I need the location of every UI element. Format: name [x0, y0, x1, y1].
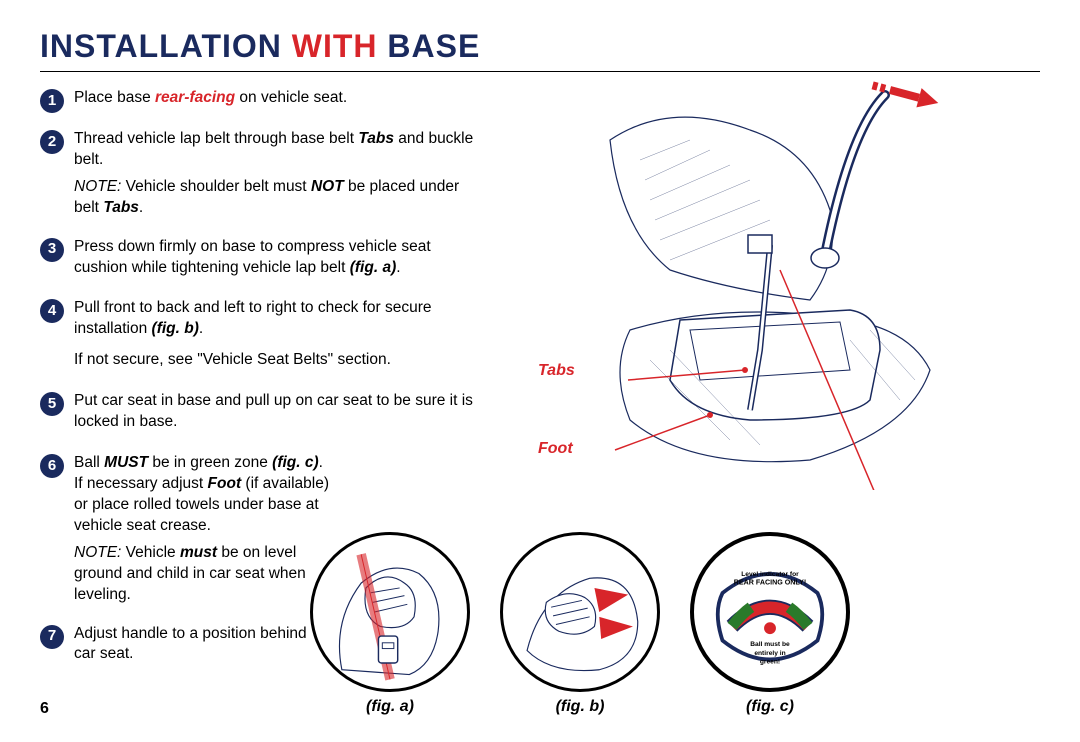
step-bullet: 6 — [40, 454, 64, 478]
step-bullet: 4 — [40, 299, 64, 323]
section-title: Installation With Base — [40, 28, 1040, 72]
step-text: Press down firmly on base to compress ve… — [74, 237, 480, 279]
step-text: Place base rear-facing on vehicle seat. — [74, 88, 480, 109]
step-bullet: 1 — [40, 89, 64, 113]
figure-a: (fig. a) — [310, 532, 470, 716]
figure-c: Level indicator for REAR FACING ONLY! Ba… — [690, 532, 850, 716]
title-post: Base — [378, 28, 481, 64]
title-pre: Installation — [40, 28, 292, 64]
step-text: Thread vehicle lap belt through base bel… — [74, 129, 480, 171]
figure-b-illustration — [500, 532, 660, 692]
step-text: Ball MUST be in green zone (fig. c). If … — [74, 453, 330, 537]
main-illustration — [550, 70, 980, 490]
step-note: NOTE: Vehicle must be on level ground an… — [74, 543, 330, 606]
figc-top2: REAR FACING ONLY! — [734, 578, 806, 586]
figure-c-label: (fig. c) — [746, 698, 794, 716]
step-text: Put car seat in base and pull up on car … — [74, 391, 480, 433]
figc-top1: Level indicator for — [741, 571, 799, 578]
title-highlight: With — [292, 28, 378, 64]
figc-bot2: entirely in — [754, 650, 785, 657]
step-bullet: 5 — [40, 392, 64, 416]
figure-b-label: (fig. b) — [556, 698, 605, 716]
step-2: 2 Thread vehicle lap belt through base b… — [40, 129, 480, 223]
step-text: Adjust handle to a position behind car s… — [74, 624, 330, 666]
callout-foot: Foot — [538, 440, 573, 458]
callout-tabs: Tabs — [538, 362, 575, 380]
step-7: 7 Adjust handle to a position behind car… — [40, 624, 330, 672]
figc-bot3: green! — [760, 658, 780, 665]
figure-a-label: (fig. a) — [366, 698, 414, 716]
figure-b: (fig. b) — [500, 532, 660, 716]
step-bullet: 2 — [40, 130, 64, 154]
step-bullet: 7 — [40, 625, 64, 649]
step-bullet: 3 — [40, 238, 64, 262]
sub-figures: (fig. a) (fig. b) — [310, 532, 850, 716]
figure-c-illustration: Level indicator for REAR FACING ONLY! Ba… — [690, 532, 850, 692]
step-4: 4 Pull front to back and left to right t… — [40, 298, 480, 377]
step-1: 1 Place base rear-facing on vehicle seat… — [40, 88, 480, 115]
step-text: Pull front to back and left to right to … — [74, 298, 480, 340]
figc-bot1: Ball must be — [750, 641, 790, 648]
step-after: If not secure, see "Vehicle Seat Belts" … — [74, 350, 480, 371]
step-note: NOTE: Vehicle shoulder belt must NOT be … — [74, 177, 480, 219]
step-3: 3 Press down firmly on base to compress … — [40, 237, 480, 285]
step-5: 5 Put car seat in base and pull up on ca… — [40, 391, 480, 439]
figure-a-illustration — [310, 532, 470, 692]
page-number: 6 — [40, 700, 49, 718]
step-6: 6 Ball MUST be in green zone (fig. c). I… — [40, 453, 330, 609]
